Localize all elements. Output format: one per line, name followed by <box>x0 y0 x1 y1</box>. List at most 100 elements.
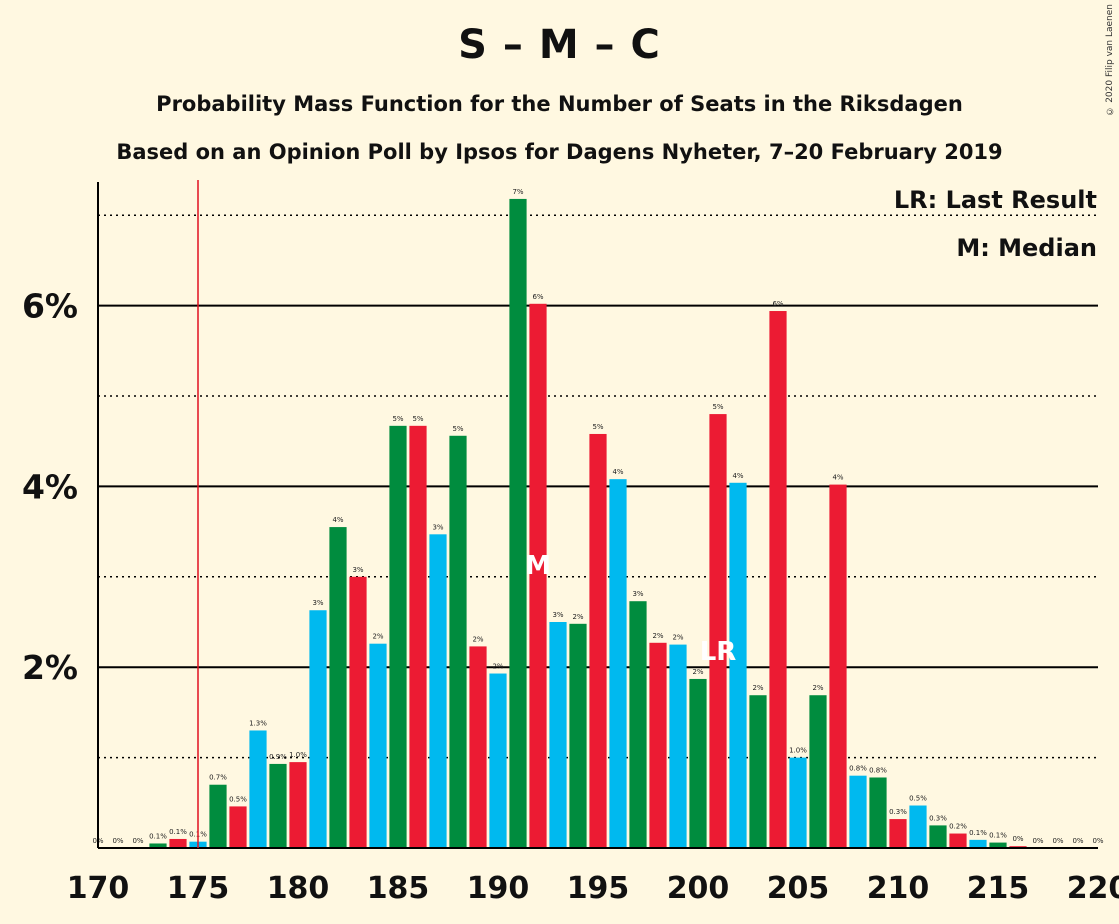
bar-value-label: 0.8% <box>869 766 887 774</box>
x-tick-label: 215 <box>967 871 1030 906</box>
bar-value-label: 3% <box>432 523 443 531</box>
bar-value-label: 6% <box>532 293 543 301</box>
legend-median: M: Median <box>956 234 1097 262</box>
bar-seat-198 <box>649 642 667 848</box>
bar-seat-201 <box>709 414 727 848</box>
bar-value-label: 4% <box>832 474 843 482</box>
bar-value-label: 0% <box>1072 837 1083 845</box>
bar-value-label: 4% <box>732 472 743 480</box>
bar-value-label: 0.7% <box>209 774 227 782</box>
bar-seat-210 <box>889 819 907 848</box>
bar-value-label: 4% <box>612 468 623 476</box>
bar-value-label: 1.3% <box>249 719 267 727</box>
y-tick-label: 2% <box>22 648 78 687</box>
bar-value-label: 0% <box>1092 837 1103 845</box>
bar-value-label: 0.8% <box>849 765 867 773</box>
axes: 170 175 180 185 190 195 200 205 210 215 220 2% 4% 6% <box>22 182 1119 906</box>
bar-seat-204 <box>769 311 787 848</box>
bar-value-label: 2% <box>672 634 683 642</box>
bar-value-label: 0.1% <box>989 832 1007 840</box>
bar-value-label: 0% <box>1032 837 1043 845</box>
bar-seat-180 <box>289 762 307 848</box>
bar-seat-209 <box>869 777 887 848</box>
x-tick-label: 180 <box>267 871 330 906</box>
bar-value-label: 0% <box>1012 835 1023 843</box>
x-tick-label: 200 <box>667 871 730 906</box>
bar-seat-199 <box>669 644 687 848</box>
bar-value-label: 5% <box>392 415 403 423</box>
bar-seat-176 <box>209 784 227 848</box>
bar-seat-185 <box>389 425 407 848</box>
bar-seat-181 <box>309 610 327 848</box>
bar-value-label: 5% <box>452 425 463 433</box>
bar-seat-200 <box>689 678 707 848</box>
bar-seat-182 <box>329 527 347 848</box>
bars <box>149 198 1027 849</box>
x-tick-label: 190 <box>467 871 530 906</box>
bar-seat-188 <box>449 435 467 848</box>
bar-value-label: 2% <box>572 613 583 621</box>
bar-seat-179 <box>269 763 287 848</box>
bar-value-label: 0.2% <box>949 823 967 831</box>
bar-seat-207 <box>829 484 847 848</box>
x-tick-label: 205 <box>767 871 830 906</box>
bar-value-label: 4% <box>332 516 343 524</box>
bar-seat-187 <box>429 534 447 848</box>
y-tick-label: 6% <box>22 287 78 326</box>
bar-value-label: 0.3% <box>889 808 907 816</box>
bar-value-label: 0.1% <box>969 829 987 837</box>
bar-seat-208 <box>849 775 867 848</box>
bar-value-label: 0.1% <box>169 828 187 836</box>
bar-value-label: 0.5% <box>229 795 247 803</box>
last-result-marker: LR <box>700 637 737 667</box>
bar-value-label: 3% <box>632 590 643 598</box>
bar-value-label: 0.1% <box>149 832 167 840</box>
bar-seat-211 <box>909 805 927 848</box>
chart-subtitle: Probability Mass Function for the Number… <box>156 92 963 116</box>
x-tick-label: 195 <box>567 871 630 906</box>
bar-value-label: 2% <box>652 632 663 640</box>
bar-value-label: 5% <box>412 415 423 423</box>
bar-value-label: 2% <box>492 663 503 671</box>
bar-seat-213 <box>949 833 967 848</box>
bar-seat-202 <box>729 482 747 848</box>
x-tick-label: 220 <box>1067 871 1119 906</box>
bar-value-label: 0.5% <box>909 795 927 803</box>
markers: M LR <box>197 180 737 848</box>
bar-seat-173 <box>149 843 167 848</box>
bar-seat-189 <box>469 646 487 848</box>
bar-value-label: 0.3% <box>929 814 947 822</box>
bar-seat-203 <box>749 695 767 848</box>
bar-value-label: 5% <box>712 403 723 411</box>
chart-subtitle-source: Based on an Opinion Poll by Ipsos for Da… <box>116 140 1003 164</box>
bar-seat-191 <box>509 198 527 849</box>
bar-value-label: 2% <box>812 684 823 692</box>
bar-seat-212 <box>929 825 947 848</box>
bar-value-label: 2% <box>472 635 483 643</box>
bar-value-label: 0% <box>1052 837 1063 845</box>
bar-seat-184 <box>369 643 387 848</box>
bar-value-label: 1.0% <box>289 751 307 759</box>
bar-value-label: 0% <box>112 837 123 845</box>
bar-seat-215 <box>989 842 1007 848</box>
bar-value-label: 1.0% <box>789 747 807 755</box>
chart-title: S – M – C <box>458 22 661 68</box>
bar-value-label: 7% <box>512 188 523 196</box>
bar-value-label: 2% <box>372 633 383 641</box>
bar-value-label: 2% <box>752 684 763 692</box>
bar-seat-186 <box>409 425 427 848</box>
bar-seat-192 <box>529 303 547 848</box>
bar-seat-178 <box>249 730 267 848</box>
bar-seat-194 <box>569 623 587 848</box>
bar-seat-214 <box>969 839 987 848</box>
bar-seat-196 <box>609 479 627 848</box>
bar-seat-190 <box>489 673 507 848</box>
bar-seat-205 <box>789 757 807 848</box>
bar-labels: 0%0%0%0.1%0.1%0.1%0.7%0.5%1.3%0.9%1.0%3%… <box>92 188 1103 845</box>
bar-seat-183 <box>349 576 367 848</box>
bar-seat-177 <box>229 806 247 848</box>
bar-value-label: 5% <box>592 423 603 431</box>
median-marker: M <box>525 551 551 581</box>
y-tick-label: 4% <box>22 467 78 506</box>
